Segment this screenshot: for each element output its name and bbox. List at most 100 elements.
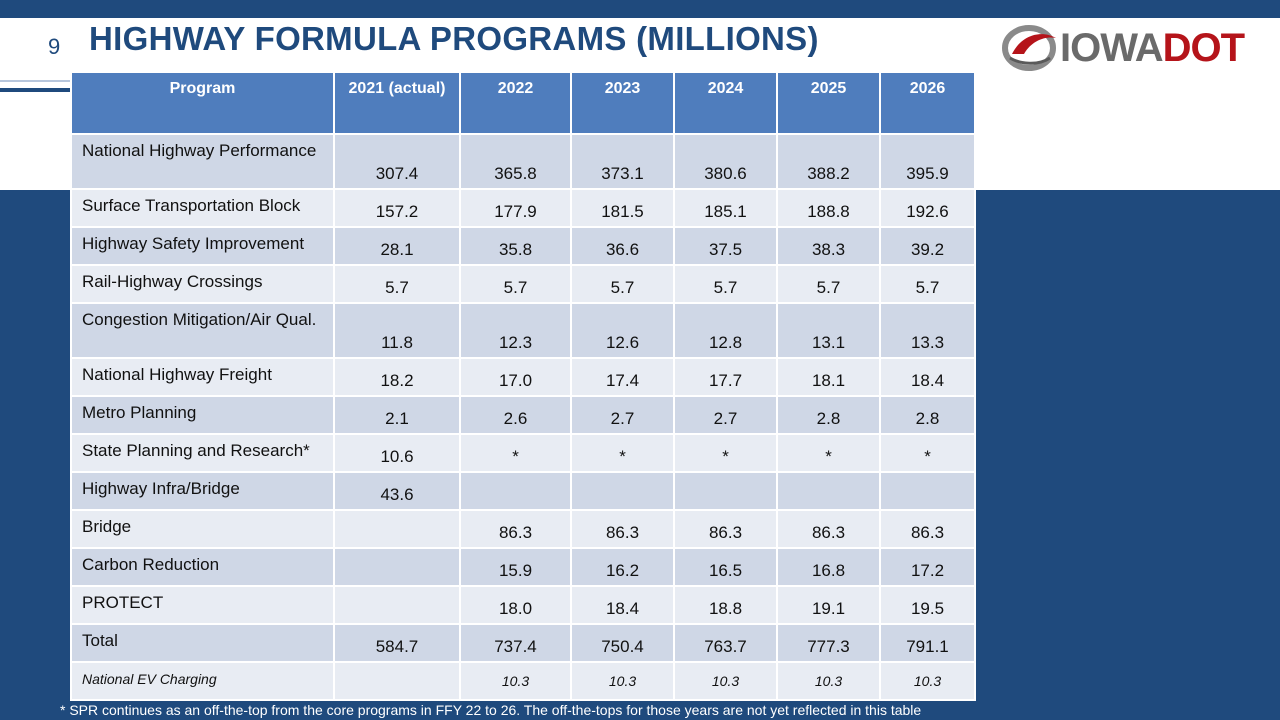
- value-cell: 86.3: [776, 509, 881, 549]
- title-rule: [0, 88, 70, 92]
- value-cell: 12.6: [570, 302, 675, 359]
- value-cell: 36.6: [570, 226, 675, 266]
- table-header-row: Program 2021 (actual) 2022 2023 2024 202…: [70, 71, 976, 135]
- value-cell: 16.2: [570, 547, 675, 587]
- column-header: Program: [70, 71, 335, 135]
- value-cell: 2.7: [673, 395, 778, 435]
- value-cell: 19.1: [776, 585, 881, 625]
- value-cell: 10.3: [776, 661, 881, 701]
- value-cell: *: [776, 433, 881, 473]
- table-row: Surface Transportation Block 157.2 177.9…: [70, 188, 976, 228]
- value-cell: 10.3: [570, 661, 675, 701]
- logo-swoosh-icon: [1002, 25, 1056, 71]
- table-row-total: Total 584.7 737.4 750.4 763.7 777.3 791.…: [70, 623, 976, 663]
- table-row: State Planning and Research* 10.6 * * * …: [70, 433, 976, 473]
- table-row: Highway Safety Improvement 28.1 35.8 36.…: [70, 226, 976, 266]
- value-cell: 750.4: [570, 623, 675, 663]
- slide-number: 9: [48, 34, 61, 59]
- value-cell: 2.7: [570, 395, 675, 435]
- program-name: State Planning and Research*: [70, 433, 335, 473]
- value-cell: 17.2: [879, 547, 976, 587]
- value-cell: 373.1: [570, 133, 675, 190]
- value-cell: 28.1: [333, 226, 461, 266]
- program-name: Congestion Mitigation/Air Qual.: [70, 302, 335, 359]
- formula-programs-table: Program 2021 (actual) 2022 2023 2024 202…: [70, 71, 976, 701]
- value-cell: 18.4: [879, 357, 976, 397]
- value-cell: 39.2: [879, 226, 976, 266]
- value-cell: 763.7: [673, 623, 778, 663]
- value-cell: 307.4: [333, 133, 461, 190]
- value-cell: 16.8: [776, 547, 881, 587]
- value-cell: 35.8: [459, 226, 572, 266]
- value-cell: 5.7: [776, 264, 881, 304]
- program-name: National Highway Performance: [70, 133, 335, 190]
- value-cell: [570, 471, 675, 511]
- value-cell: *: [879, 433, 976, 473]
- value-cell: *: [570, 433, 675, 473]
- logo-text-main: IOWA: [1060, 26, 1164, 70]
- value-cell: [776, 471, 881, 511]
- program-name: Bridge: [70, 509, 335, 549]
- table-row: Metro Planning 2.1 2.6 2.7 2.7 2.8 2.8: [70, 395, 976, 435]
- page-title: HIGHWAY FORMULA PROGRAMS (MILLIONS): [89, 20, 819, 57]
- value-cell: 2.6: [459, 395, 572, 435]
- value-cell: 5.7: [570, 264, 675, 304]
- value-cell: 5.7: [879, 264, 976, 304]
- value-cell: 5.7: [673, 264, 778, 304]
- value-cell: [333, 585, 461, 625]
- value-cell: 10.6: [333, 433, 461, 473]
- value-cell: 18.8: [673, 585, 778, 625]
- value-cell: 192.6: [879, 188, 976, 228]
- value-cell: [673, 471, 778, 511]
- program-name: Total: [70, 623, 335, 663]
- value-cell: *: [459, 433, 572, 473]
- value-cell: 10.3: [459, 661, 572, 701]
- logo-text: IOWADOT: [1060, 26, 1245, 71]
- value-cell: 38.3: [776, 226, 881, 266]
- value-cell: 13.3: [879, 302, 976, 359]
- table-row: PROTECT 18.0 18.4 18.8 19.1 19.5: [70, 585, 976, 625]
- program-name: Rail-Highway Crossings: [70, 264, 335, 304]
- program-name: National EV Charging: [70, 661, 335, 701]
- table-row: Carbon Reduction 15.9 16.2 16.5 16.8 17.…: [70, 547, 976, 587]
- value-cell: 181.5: [570, 188, 675, 228]
- program-name: Highway Infra/Bridge: [70, 471, 335, 511]
- logo-text-accent: DOT: [1162, 26, 1245, 70]
- value-cell: 18.4: [570, 585, 675, 625]
- value-cell: [879, 471, 976, 511]
- value-cell: 395.9: [879, 133, 976, 190]
- table-row: National Highway Performance 307.4 365.8…: [70, 133, 976, 190]
- value-cell: 737.4: [459, 623, 572, 663]
- program-name: National Highway Freight: [70, 357, 335, 397]
- column-header: 2024: [673, 71, 778, 135]
- column-header: 2022: [459, 71, 572, 135]
- value-cell: [459, 471, 572, 511]
- value-cell: [333, 661, 461, 701]
- program-name: Surface Transportation Block: [70, 188, 335, 228]
- column-header: 2021 (actual): [333, 71, 461, 135]
- value-cell: 12.3: [459, 302, 572, 359]
- program-name: Highway Safety Improvement: [70, 226, 335, 266]
- value-cell: 86.3: [570, 509, 675, 549]
- footnote: * SPR continues as an off-the-top from t…: [60, 702, 922, 718]
- table-row: Rail-Highway Crossings 5.7 5.7 5.7 5.7 5…: [70, 264, 976, 304]
- program-name: Carbon Reduction: [70, 547, 335, 587]
- value-cell: 365.8: [459, 133, 572, 190]
- value-cell: 584.7: [333, 623, 461, 663]
- value-cell: 188.8: [776, 188, 881, 228]
- value-cell: 12.8: [673, 302, 778, 359]
- table-row: National EV Charging 10.3 10.3 10.3 10.3…: [70, 661, 976, 701]
- column-header: 2025: [776, 71, 881, 135]
- value-cell: 185.1: [673, 188, 778, 228]
- value-cell: 86.3: [879, 509, 976, 549]
- value-cell: 17.4: [570, 357, 675, 397]
- value-cell: 10.3: [673, 661, 778, 701]
- value-cell: 388.2: [776, 133, 881, 190]
- table-row: Highway Infra/Bridge 43.6: [70, 471, 976, 511]
- title-rule-light: [0, 80, 70, 82]
- value-cell: 43.6: [333, 471, 461, 511]
- value-cell: 13.1: [776, 302, 881, 359]
- value-cell: 5.7: [333, 264, 461, 304]
- value-cell: [333, 509, 461, 549]
- value-cell: 177.9: [459, 188, 572, 228]
